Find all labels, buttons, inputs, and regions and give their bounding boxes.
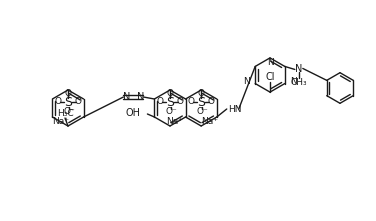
Text: O: O bbox=[198, 88, 205, 97]
Text: N: N bbox=[123, 92, 130, 102]
Text: N: N bbox=[290, 77, 297, 86]
Text: O: O bbox=[176, 97, 183, 107]
Text: O: O bbox=[156, 97, 164, 107]
Text: N: N bbox=[137, 92, 144, 102]
Text: S: S bbox=[197, 95, 205, 109]
Text: O: O bbox=[208, 97, 215, 107]
Text: OH: OH bbox=[126, 108, 140, 118]
Text: O: O bbox=[188, 97, 195, 107]
Text: Na⁺: Na⁺ bbox=[201, 118, 218, 126]
Text: S: S bbox=[166, 95, 174, 109]
Text: O: O bbox=[167, 88, 173, 97]
Text: O: O bbox=[74, 97, 82, 107]
Text: O⁻: O⁻ bbox=[165, 107, 177, 116]
Text: Na⁺: Na⁺ bbox=[53, 118, 70, 126]
Text: O: O bbox=[55, 97, 62, 107]
Text: S: S bbox=[64, 95, 72, 109]
Text: HN: HN bbox=[228, 105, 241, 114]
Text: Cl: Cl bbox=[265, 72, 275, 82]
Text: N: N bbox=[295, 65, 303, 74]
Text: CH₃: CH₃ bbox=[291, 78, 307, 87]
Text: H₃C: H₃C bbox=[57, 109, 73, 118]
Text: Na⁺: Na⁺ bbox=[167, 118, 183, 126]
Text: O: O bbox=[65, 88, 71, 97]
Text: N: N bbox=[243, 77, 250, 86]
Text: N: N bbox=[267, 58, 273, 67]
Text: O⁻: O⁻ bbox=[196, 107, 208, 116]
Text: O⁻: O⁻ bbox=[63, 107, 75, 116]
